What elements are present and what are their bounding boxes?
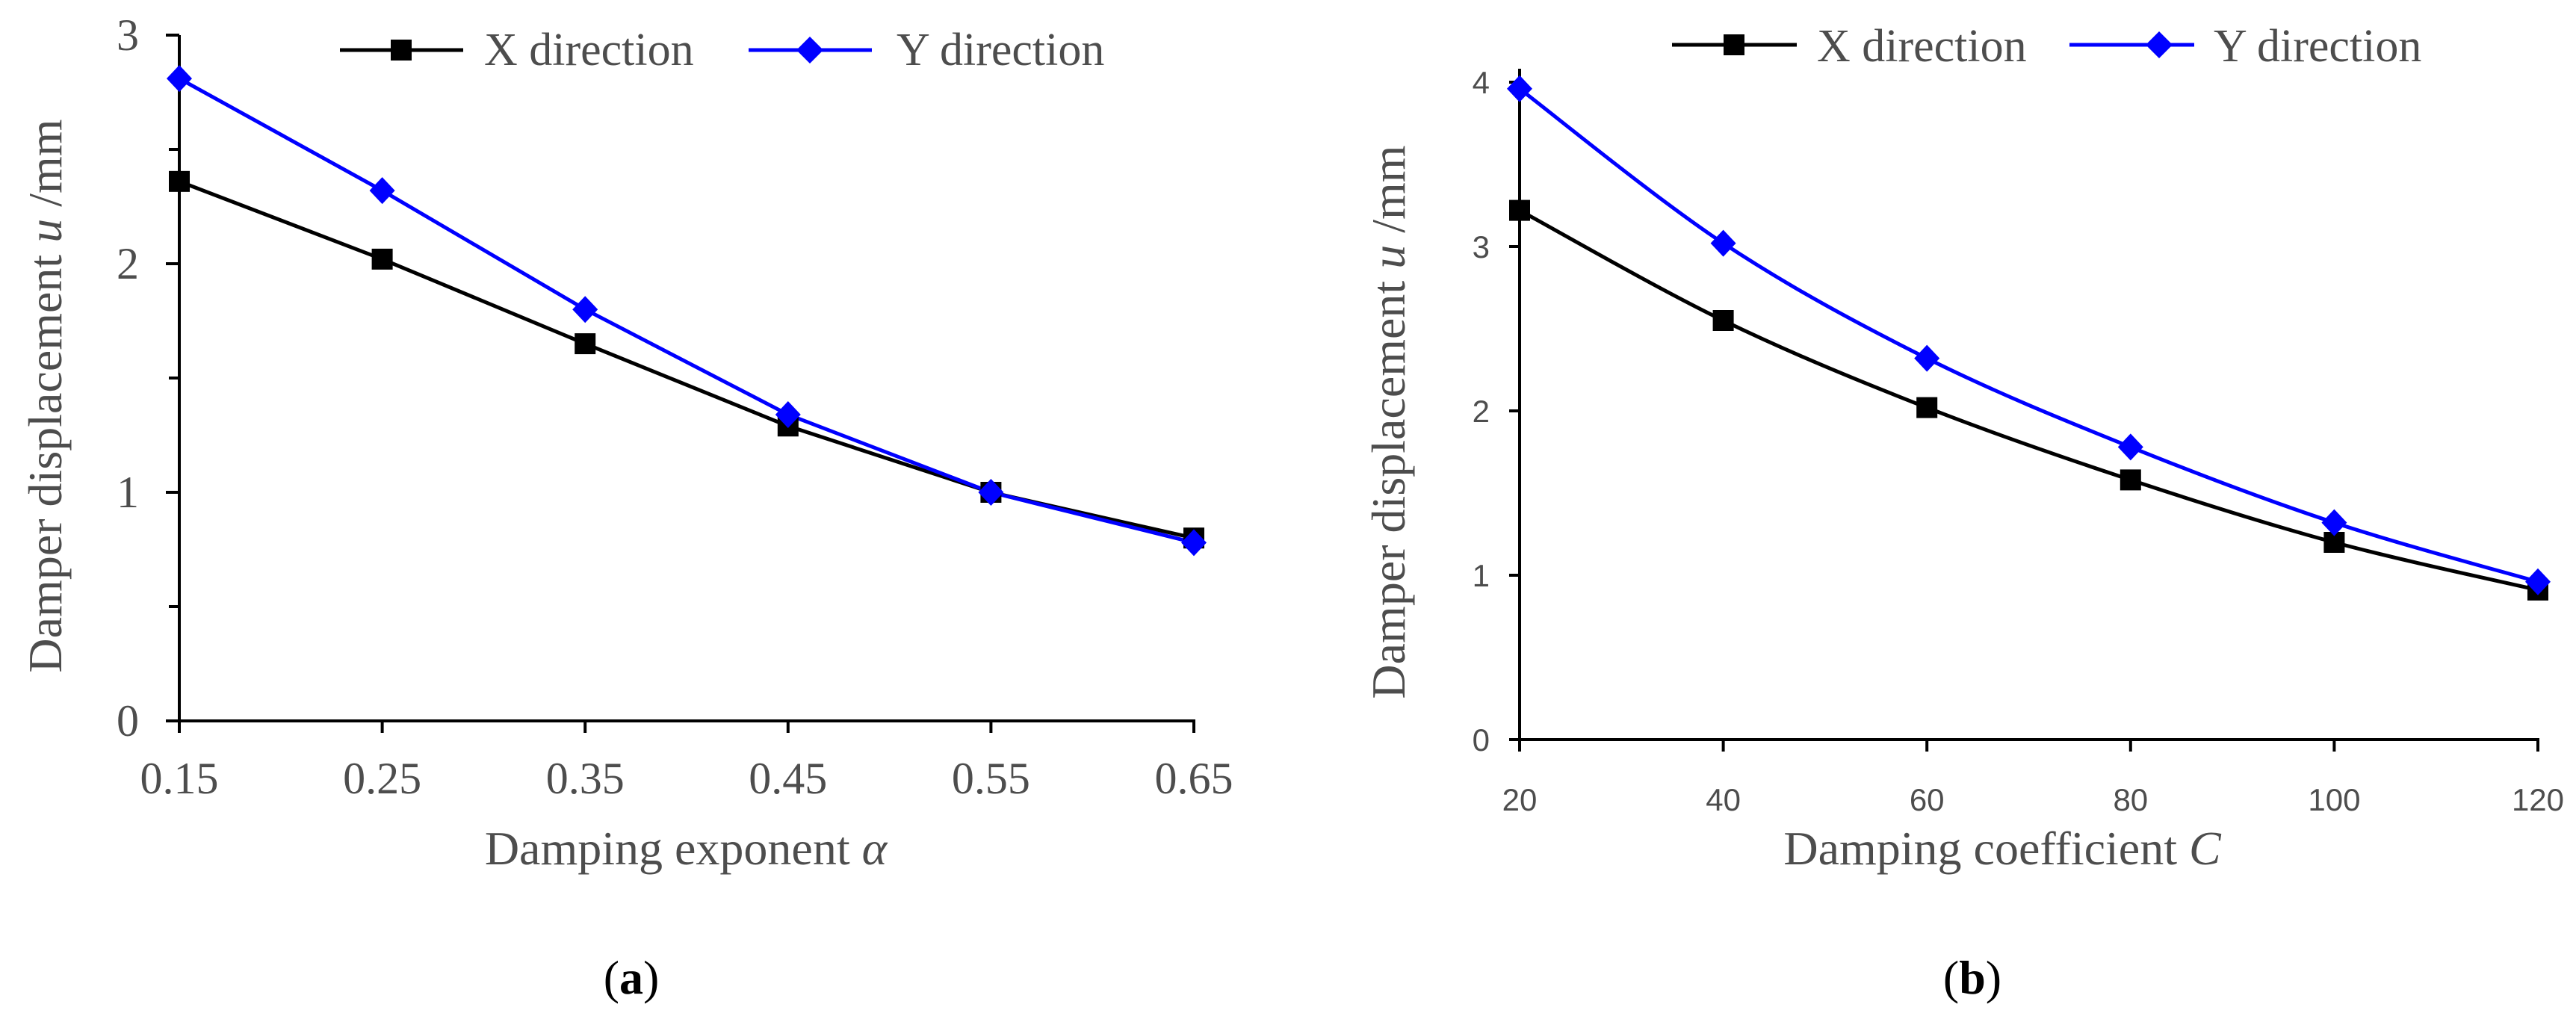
data-point-y	[167, 65, 192, 93]
x-tick-label: 0.45	[749, 754, 827, 803]
series-line-y	[1518, 87, 2539, 584]
y-axis-title-a: Damper displacement u /mm	[19, 119, 72, 672]
data-point-y	[1181, 529, 1207, 557]
legend-label-x-a: X direction	[484, 25, 694, 75]
panel-caption-b: (b)	[1943, 951, 2001, 1004]
legend-label-y-b: Y direction	[2214, 21, 2421, 72]
data-point-y	[2321, 509, 2347, 536]
x-tick-label: 0.15	[140, 754, 219, 803]
y-tick-label: 0	[1473, 722, 1490, 758]
x-tick-label: 40	[1706, 782, 1741, 817]
legend-a: X direction Y direction	[340, 25, 1104, 75]
x-tick-label: 120	[2512, 782, 2564, 817]
x-axis-title-a: Damping exponent α	[485, 822, 888, 875]
chart-panel-a: Damper displacement u /mm Damping expone…	[19, 10, 1233, 1004]
x-tick-label: 20	[1502, 782, 1538, 817]
data-point-y	[775, 400, 801, 428]
data-point-x	[169, 170, 190, 192]
data-point-x	[1509, 199, 1530, 221]
data-point-x	[575, 333, 596, 355]
x-tick-label: 60	[1910, 782, 1945, 817]
data-point-y	[2525, 568, 2551, 595]
chart-panel-b: Damper displacement u /mm Damping coeffi…	[1362, 21, 2564, 1004]
axes-b: 0 1 2 3 4 20 40 60 80 100 120	[1473, 65, 2564, 817]
data-point-x	[371, 248, 393, 270]
data-point-y	[1710, 229, 1736, 257]
data-point-x	[2120, 469, 2141, 491]
x-tick-label: 100	[2308, 782, 2360, 817]
x-tick-label: 80	[2113, 782, 2148, 817]
y-tick-label: 1	[1473, 558, 1490, 593]
legend-label-y-a: Y direction	[897, 25, 1104, 75]
data-point-y	[2117, 433, 2143, 461]
data-point-y	[978, 479, 1004, 506]
plot-marks-b	[1507, 75, 2551, 601]
axes-a: 0 1 2 3 0.15 0.25 0.35 0.45 0.55 0.65	[117, 10, 1233, 803]
y-tick-label: 2	[117, 239, 139, 288]
y-tick-label: 0	[117, 696, 139, 746]
y-axis-title-b: Damper displacement u /mm	[1362, 145, 1415, 698]
y-tick-label: 1	[117, 468, 139, 517]
y-tick-label: 3	[1473, 229, 1490, 264]
x-tick-label: 0.55	[952, 754, 1030, 803]
series-line-x	[1518, 208, 2539, 592]
plot-marks-a	[167, 65, 1207, 557]
legend-label-x-b: X direction	[1817, 21, 2027, 72]
legend-b: X direction Y direction	[1672, 21, 2421, 72]
legend-marker-y-a	[796, 37, 823, 64]
y-tick-label: 2	[1473, 394, 1490, 429]
panel-caption-a: (a)	[604, 951, 660, 1004]
data-point-y	[572, 296, 598, 323]
x-tick-label: 0.25	[343, 754, 421, 803]
y-tick-label: 4	[1473, 65, 1490, 100]
data-point-x	[1916, 397, 1938, 418]
data-point-x	[1712, 310, 1734, 331]
x-axis-title-b: Damping coefficient C	[1783, 822, 2222, 875]
series-line-x	[179, 179, 1195, 540]
data-point-y	[1914, 344, 1940, 372]
data-point-y	[1507, 75, 1532, 102]
y-tick-label: 3	[117, 10, 139, 60]
x-tick-label: 0.65	[1155, 754, 1233, 803]
legend-marker-x-b	[1724, 34, 1744, 55]
legend-marker-x-a	[391, 40, 412, 61]
series-line-y	[178, 76, 1195, 545]
data-point-y	[369, 177, 395, 205]
x-tick-label: 0.35	[546, 754, 625, 803]
legend-marker-y-b	[2146, 31, 2173, 58]
